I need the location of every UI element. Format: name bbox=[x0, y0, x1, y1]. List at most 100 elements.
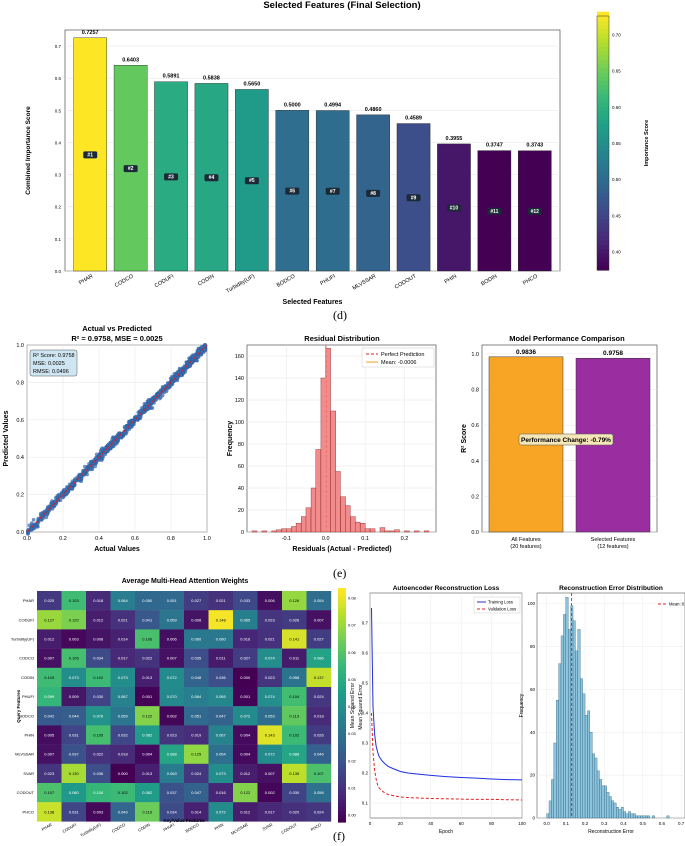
heatmap-value: 0.014 bbox=[118, 637, 129, 642]
heatmap-cell bbox=[257, 648, 283, 668]
heatmap-value: 0.036 bbox=[93, 771, 104, 776]
heatmap-value: 0.082 bbox=[142, 790, 153, 795]
colorbar-segment bbox=[338, 716, 346, 722]
colorbar-segment bbox=[597, 252, 609, 258]
histogram-bar bbox=[404, 530, 410, 533]
heatmap-cell bbox=[110, 763, 136, 784]
bar-value-label: 0.4994 bbox=[324, 103, 342, 109]
heatmap-value: 0.148 bbox=[216, 617, 227, 622]
scatter-point bbox=[35, 522, 40, 526]
heatmap-cell bbox=[208, 706, 234, 726]
heatmap-value: 0.082 bbox=[142, 733, 153, 738]
rank-badge bbox=[123, 165, 138, 173]
colorbar-segment bbox=[597, 244, 609, 250]
heatmap-value: 0.034 bbox=[93, 656, 104, 661]
scatter-point bbox=[55, 494, 60, 498]
bar-value-label: 0.5891 bbox=[163, 74, 180, 80]
heatmap-value: 0.030 bbox=[93, 694, 104, 699]
colorbar-segment bbox=[338, 615, 346, 620]
heatmap-cell bbox=[135, 687, 160, 707]
colorbar-segment bbox=[338, 783, 346, 788]
histogram-bar bbox=[271, 530, 277, 533]
x-tick-label: 0.1 bbox=[563, 821, 570, 826]
heatmap-value: 0.027 bbox=[191, 598, 202, 603]
scatter-point bbox=[199, 345, 203, 350]
heatmap-cell bbox=[37, 629, 62, 649]
y-tick-label: 0.1 bbox=[362, 801, 369, 806]
heatmap-value: 0.088 bbox=[167, 752, 178, 757]
colorbar-segment bbox=[597, 20, 609, 26]
heatmap-value: 0.007 bbox=[265, 771, 276, 776]
histogram-bar bbox=[558, 663, 562, 819]
heatmap-value: 0.007 bbox=[44, 656, 55, 661]
heatmap-value: 0.105 bbox=[69, 656, 80, 661]
colorbar-tick-label: 0.07 bbox=[348, 623, 357, 628]
y-tick-label: 0.3 bbox=[362, 741, 369, 746]
x-axis-label: Reconstruction Error bbox=[588, 829, 634, 835]
rank-label: #7 bbox=[330, 189, 336, 195]
y-axis-label: Predicted Values bbox=[3, 410, 10, 466]
colorbar-segment bbox=[338, 708, 346, 714]
heatmap-cell bbox=[135, 783, 160, 803]
x-tick-label: 0.3 bbox=[601, 821, 608, 826]
scatter-point bbox=[31, 517, 36, 522]
heatmap-cell bbox=[61, 744, 87, 764]
colorbar-segment bbox=[597, 54, 609, 60]
heatmap-value: 0.054 bbox=[314, 598, 325, 603]
heatmap-value: 0.021 bbox=[216, 598, 227, 603]
colorbar-segment bbox=[597, 50, 609, 56]
heatmap-value: 0.036 bbox=[216, 675, 227, 680]
heatmap-value: 0.003 bbox=[93, 809, 104, 814]
y-axis-label: R² Score bbox=[461, 424, 468, 453]
colorbar-segment bbox=[597, 46, 609, 52]
heatmap-cell bbox=[306, 706, 332, 726]
histogram-bar bbox=[644, 815, 648, 819]
y-tick-label: 1.0 bbox=[16, 343, 24, 349]
histogram-bar bbox=[666, 815, 670, 819]
colorbar-segment bbox=[597, 235, 609, 241]
heatmap-cell bbox=[86, 783, 111, 803]
heatmap-value: 0.050 bbox=[142, 598, 153, 603]
bar-value-label: 0.7257 bbox=[82, 30, 99, 36]
heatmap-cell bbox=[184, 744, 209, 764]
heatmap-value: 0.007 bbox=[167, 656, 178, 661]
colorbar-segment bbox=[597, 71, 609, 77]
colorbar-segment bbox=[597, 183, 609, 189]
colorbar-segment bbox=[597, 188, 609, 194]
y-axis-label: Combined Importance Score bbox=[25, 106, 32, 195]
heatmap-cell bbox=[208, 629, 234, 649]
heatmap-value: 0.070 bbox=[167, 694, 178, 699]
heatmap-value: 0.002 bbox=[265, 790, 276, 795]
heatmap-cell bbox=[159, 687, 185, 707]
heatmap-cell bbox=[306, 783, 332, 803]
heatmap-value: 0.047 bbox=[191, 790, 202, 795]
heatmap-cell bbox=[306, 591, 332, 611]
y-tick-label: 0.6 bbox=[55, 76, 62, 81]
heatmap-value: 0.073 bbox=[216, 771, 227, 776]
heatmap-cell bbox=[306, 763, 332, 784]
histogram-bar bbox=[613, 802, 617, 819]
histogram-bar bbox=[301, 516, 307, 533]
colorbar-segment bbox=[597, 16, 609, 21]
heatmap-cell bbox=[208, 610, 234, 630]
heatmap-value: 0.017 bbox=[265, 809, 276, 814]
heatmap-cell bbox=[282, 763, 307, 784]
row-label: PHUFI bbox=[22, 694, 34, 699]
colorbar-segment bbox=[338, 611, 346, 616]
x-tick-label: 0.0 bbox=[322, 536, 330, 542]
y-tick-label: 0.0 bbox=[16, 530, 24, 536]
heatmap-cell bbox=[184, 687, 209, 707]
colorbar-tick-label: 0.00 bbox=[348, 813, 357, 818]
col-label: CODCO bbox=[111, 822, 126, 834]
col-label: MLVSSAR bbox=[230, 822, 249, 836]
y-tick-label: 0.5 bbox=[55, 108, 62, 113]
colorbar-label: Importance Score bbox=[644, 120, 650, 166]
histogram-bar bbox=[560, 635, 564, 819]
heatmap-value: 0.024 bbox=[191, 771, 202, 776]
y-axis-label: Query Features bbox=[16, 689, 21, 723]
col-label: PHUFI bbox=[162, 822, 175, 832]
histogram-bar bbox=[310, 487, 317, 533]
x-axis-label: Selected Features bbox=[283, 299, 343, 306]
x-tick-label: PHAR bbox=[78, 274, 94, 287]
heatmap-value: 0.023 bbox=[265, 675, 276, 680]
